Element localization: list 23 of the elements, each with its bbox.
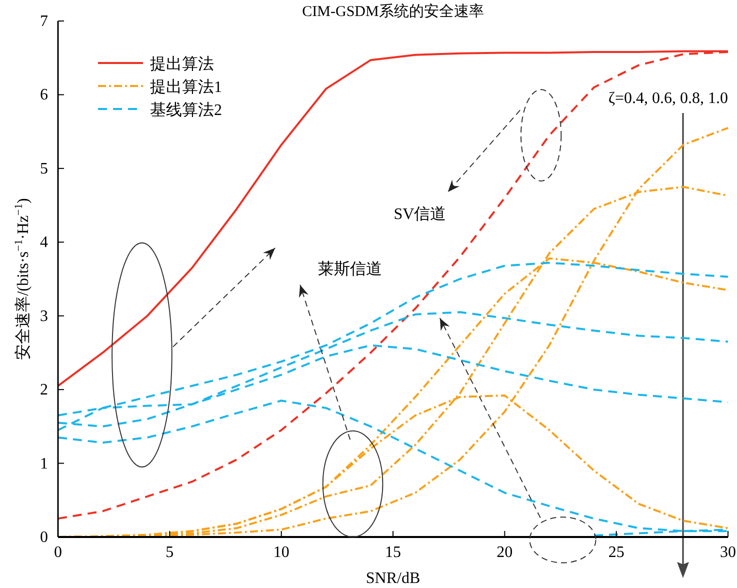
x-tick-label: 25 <box>608 544 624 561</box>
x-tick-label: 30 <box>720 544 736 561</box>
x-tick-label: 15 <box>385 544 401 561</box>
x-axis-title: SNR/dB <box>366 570 420 587</box>
x-tick-label: 10 <box>273 544 290 561</box>
x-tick-label: 20 <box>496 544 513 561</box>
y-tick-label: 1 <box>40 455 48 472</box>
legend-label: 基线算法2 <box>150 101 222 119</box>
y-tick-label: 0 <box>40 529 48 546</box>
y-tick-label: 2 <box>40 382 48 399</box>
legend-label: 提出算法 <box>150 55 214 73</box>
x-tick-label: 0 <box>54 544 62 561</box>
legend-label: 提出算法1 <box>150 78 222 96</box>
annotation: SV信道 <box>394 206 446 223</box>
chart-title: CIM-GSDM系统的安全速率 <box>302 3 484 20</box>
y-tick-label: 5 <box>40 160 48 178</box>
y-tick-label: 3 <box>40 308 48 325</box>
y-tick-label: 7 <box>40 13 48 30</box>
y-tick-label: 4 <box>40 234 48 252</box>
x-tick-label: 5 <box>166 544 174 561</box>
annotation: 莱斯信道 <box>318 260 382 278</box>
annotation: ζ=0.4, 0.6, 0.8, 1.0 <box>608 90 728 107</box>
y-tick-label: 6 <box>40 86 48 104</box>
